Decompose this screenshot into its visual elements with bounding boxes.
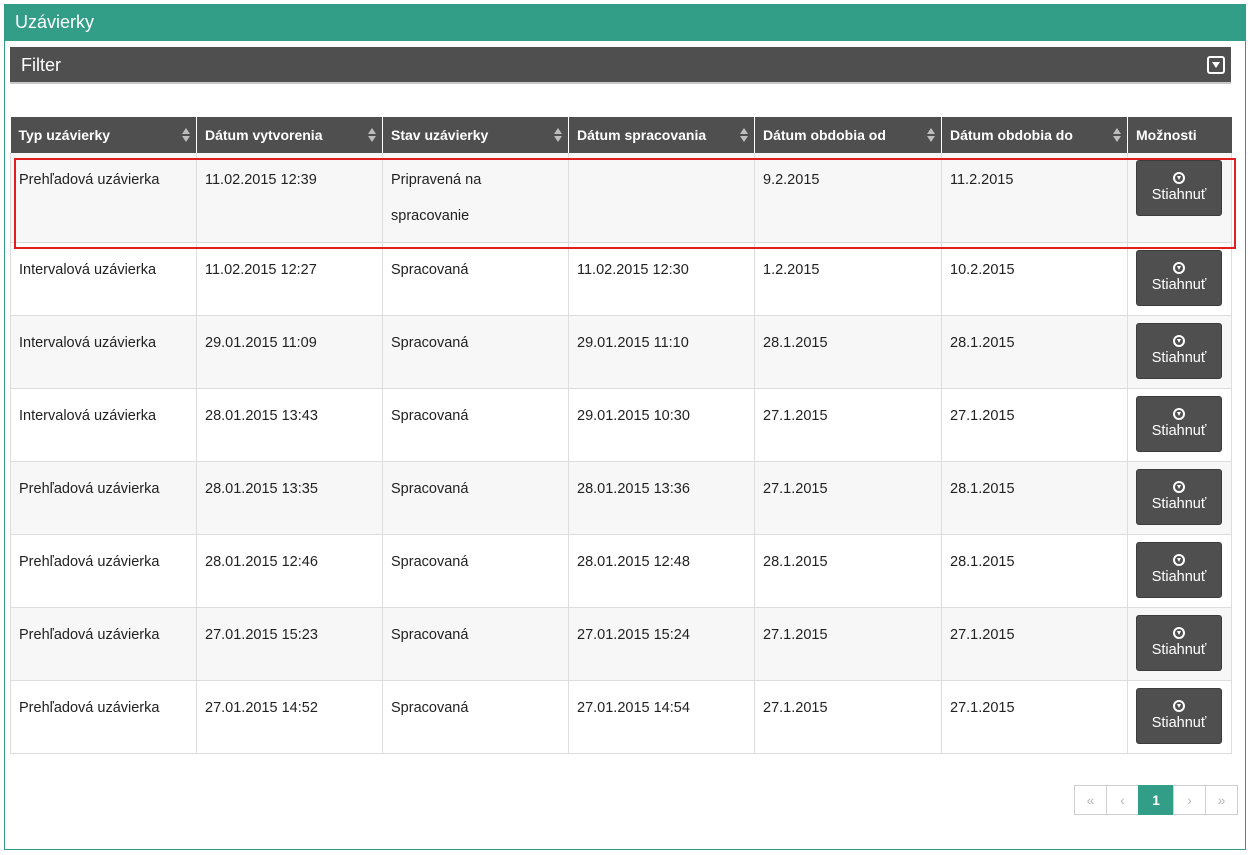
cell-processed: 28.01.2015 13:36 (577, 480, 690, 497)
cell-status: Spracovaná (391, 553, 469, 570)
table-row: Prehľadová uzávierka 11.02.2015 12:39 Pr… (10, 153, 1232, 243)
download-circle-icon (1173, 261, 1185, 274)
cell-created: 11.02.2015 12:39 (205, 172, 317, 188)
cell-period-to: 27.1.2015 (950, 699, 1015, 716)
cell-period-to: 28.1.2015 (950, 480, 1015, 497)
column-header-processed[interactable]: Dátum spracovania (568, 117, 755, 153)
download-circle-icon (1173, 172, 1185, 184)
sort-icon[interactable] (927, 128, 935, 142)
download-circle-icon (1173, 334, 1185, 347)
cell-processed: 28.01.2015 12:48 (577, 553, 690, 570)
panel-title: Uzávierky (5, 5, 1245, 41)
cell-type: Prehľadová uzávierka (19, 480, 160, 497)
download-circle-icon (1173, 699, 1185, 712)
download-button[interactable]: Stiahnuť (1136, 541, 1222, 598)
cell-period-to: 28.1.2015 (950, 334, 1015, 351)
download-button[interactable]: Stiahnuť (1136, 468, 1222, 525)
column-header-period-from[interactable]: Dátum obdobia od (754, 117, 942, 153)
cell-type: Intervalová uzávierka (19, 261, 157, 278)
cell-processed: 27.01.2015 14:54 (577, 699, 690, 716)
cell-period-from: 28.1.2015 (763, 553, 828, 570)
table-row: Prehľadová uzávierka 27.01.2015 15:23 Sp… (10, 607, 1232, 681)
cell-type: Prehľadová uzávierka (19, 626, 160, 643)
sort-icon[interactable] (368, 128, 376, 142)
cell-period-to: 27.1.2015 (950, 407, 1015, 424)
cell-period-from: 1.2.2015 (763, 261, 820, 278)
pagination-prev[interactable]: ‹ (1106, 785, 1139, 815)
column-header-options: Možnosti (1127, 117, 1232, 153)
download-circle-icon (1173, 407, 1185, 420)
cell-type: Prehľadová uzávierka (19, 172, 160, 188)
pagination-next[interactable]: › (1173, 785, 1206, 815)
filter-bar[interactable]: Filter (10, 47, 1231, 84)
sort-icon[interactable] (554, 128, 562, 142)
cell-status: Spracovaná (391, 480, 469, 497)
download-button[interactable]: Stiahnuť (1136, 614, 1222, 671)
cell-status: Spracovaná (391, 626, 469, 643)
download-button[interactable]: Stiahnuť (1136, 395, 1222, 452)
download-circle-icon (1173, 626, 1185, 639)
cell-period-from: 27.1.2015 (763, 480, 828, 497)
table-row: Prehľadová uzávierka 28.01.2015 13:35 Sp… (10, 461, 1232, 535)
table-header-row: Typ uzávierky Dátum vytvorenia Stav uzáv… (10, 117, 1232, 153)
pagination-page-1[interactable]: 1 (1138, 785, 1174, 815)
sort-icon[interactable] (182, 128, 190, 142)
cell-created: 28.01.2015 13:43 (205, 407, 318, 424)
cell-processed: 29.01.2015 11:10 (577, 334, 689, 351)
cell-period-from: 9.2.2015 (763, 172, 820, 188)
column-header-type[interactable]: Typ uzávierky (10, 117, 197, 153)
closures-table: Typ uzávierky Dátum vytvorenia Stav uzáv… (10, 117, 1232, 754)
pagination-first[interactable]: « (1074, 785, 1107, 815)
pagination-last[interactable]: » (1205, 785, 1238, 815)
cell-created: 28.01.2015 13:35 (205, 480, 318, 497)
column-header-period-to[interactable]: Dátum obdobia do (941, 117, 1128, 153)
table-row: Intervalová uzávierka 29.01.2015 11:09 S… (10, 315, 1232, 389)
download-circle-icon (1173, 553, 1185, 566)
cell-status: Spracovaná (391, 407, 469, 424)
cell-period-to: 10.2.2015 (950, 261, 1015, 278)
cell-created: 27.01.2015 14:52 (205, 699, 318, 716)
cell-period-from: 27.1.2015 (763, 626, 828, 643)
table-row: Prehľadová uzávierka 28.01.2015 12:46 Sp… (10, 534, 1232, 608)
cell-created: 28.01.2015 12:46 (205, 553, 318, 570)
column-header-created[interactable]: Dátum vytvorenia (196, 117, 383, 153)
download-button[interactable]: Stiahnuť (1136, 687, 1222, 744)
download-button[interactable]: Stiahnuť (1136, 249, 1222, 306)
sort-icon[interactable] (740, 128, 748, 142)
download-button[interactable]: Stiahnuť (1136, 322, 1222, 379)
sort-icon[interactable] (1113, 128, 1121, 142)
cell-processed: 27.01.2015 15:24 (577, 626, 690, 643)
cell-period-to: 11.2.2015 (950, 172, 1014, 188)
cell-type: Prehľadová uzávierka (19, 553, 160, 570)
cell-processed: 29.01.2015 10:30 (577, 407, 690, 424)
cell-period-from: 28.1.2015 (763, 334, 828, 351)
cell-type: Intervalová uzávierka (19, 334, 157, 351)
cell-period-from: 27.1.2015 (763, 699, 828, 716)
download-circle-icon (1173, 480, 1185, 493)
cell-period-to: 28.1.2015 (950, 553, 1015, 570)
cell-period-from: 27.1.2015 (763, 407, 828, 424)
cell-created: 11.02.2015 12:27 (205, 261, 317, 278)
caret-down-square-icon[interactable] (1207, 56, 1225, 74)
cell-created: 29.01.2015 11:09 (205, 334, 317, 351)
cell-created: 27.01.2015 15:23 (205, 626, 318, 643)
download-button[interactable]: Stiahnuť (1136, 160, 1222, 216)
cell-type: Intervalová uzávierka (19, 407, 157, 424)
column-header-status[interactable]: Stav uzávierky (382, 117, 569, 153)
filter-label: Filter (21, 55, 61, 75)
table-row: Prehľadová uzávierka 27.01.2015 14:52 Sp… (10, 680, 1232, 754)
table-row: Intervalová uzávierka 11.02.2015 12:27 S… (10, 242, 1232, 316)
cell-status: Pripravená na spracovanie (391, 172, 482, 224)
cell-type: Prehľadová uzávierka (19, 699, 160, 716)
pagination: « ‹ 1 › » (1074, 785, 1238, 815)
cell-period-to: 27.1.2015 (950, 626, 1015, 643)
table-row: Intervalová uzávierka 28.01.2015 13:43 S… (10, 388, 1232, 462)
cell-status: Spracovaná (391, 699, 469, 716)
cell-status: Spracovaná (391, 261, 469, 278)
cell-status: Spracovaná (391, 334, 469, 351)
cell-processed: 11.02.2015 12:30 (577, 261, 689, 278)
